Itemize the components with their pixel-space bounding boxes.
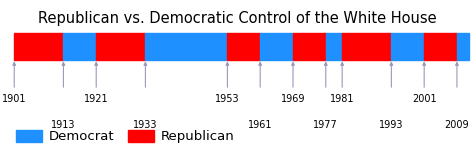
Text: 1901: 1901: [2, 94, 27, 105]
Text: 1913: 1913: [51, 120, 76, 130]
Text: 1921: 1921: [84, 94, 109, 105]
Text: 2009: 2009: [445, 120, 469, 130]
Text: 1953: 1953: [215, 94, 240, 105]
Text: 1933: 1933: [133, 120, 158, 130]
Text: 1961: 1961: [248, 120, 273, 130]
Text: 1977: 1977: [313, 120, 338, 130]
Legend: Democrat, Republican: Democrat, Republican: [16, 130, 235, 143]
Text: 1969: 1969: [281, 94, 305, 105]
Text: Republican vs. Democratic Control of the White House: Republican vs. Democratic Control of the…: [38, 11, 436, 26]
Text: 2001: 2001: [412, 94, 437, 105]
Text: 1993: 1993: [379, 120, 404, 130]
Text: 1981: 1981: [330, 94, 355, 105]
